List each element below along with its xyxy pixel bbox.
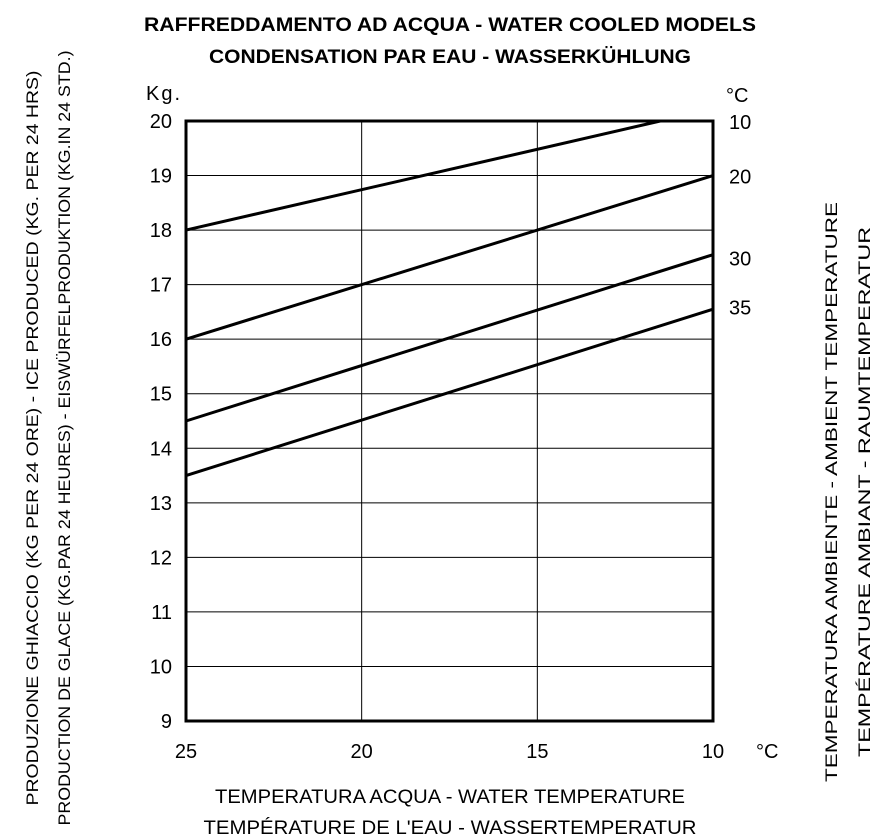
y-tick-label: 15 <box>150 384 172 406</box>
series-line-30 <box>185 253 714 423</box>
series-label-35: 35 <box>729 297 751 319</box>
x-axis-title-line-1: TEMPERATURA ACQUA - WATER TEMPERATURE <box>215 787 685 808</box>
y-tick-label: 19 <box>150 166 172 188</box>
ambient-axis-title-line-1: TEMPERATURA AMBIENTE - AMBIENT TEMPERATU… <box>822 202 841 782</box>
series-line-35 <box>185 307 714 477</box>
series-label-10: 10 <box>729 112 751 134</box>
x-axis-title-line-2: TEMPÉRATURE DE L'EAU - WASSERTEMPERATUR <box>204 818 697 839</box>
y-tick-label: 17 <box>150 275 172 297</box>
y-tick-label: 12 <box>150 547 172 569</box>
y-unit-label: Kg. <box>146 83 182 105</box>
x-tick-label: 15 <box>526 741 548 763</box>
y-axis-title-line-2: PRODUCTION DE GLACE (KG.PAR 24 HEURES) -… <box>55 51 74 826</box>
x-unit-label: °C <box>756 741 778 763</box>
ambient-axis-title-line-2: TEMPÉRATURE AMBIANT - RAUMTEMPERATUR <box>855 227 874 757</box>
series-label-30: 30 <box>729 248 751 270</box>
x-tick-label: 10 <box>702 741 724 763</box>
y-tick-label: 20 <box>150 111 172 133</box>
series-label-20: 20 <box>729 167 751 189</box>
y-tick-label: 10 <box>150 656 172 678</box>
y-tick-label: 18 <box>150 220 172 242</box>
chart-title-line-2: CONDENSATION PAR EAU - WASSERKÜHLUNG <box>209 47 691 68</box>
x-tick-label: 25 <box>175 741 197 763</box>
series-line-10 <box>185 119 661 232</box>
chart-title-line-1: RAFFREDDAMENTO AD ACQUA - WATER COOLED M… <box>144 15 756 36</box>
y-tick-label: 11 <box>151 602 172 624</box>
y-tick-label: 14 <box>150 438 172 460</box>
series-unit-label: °C <box>726 85 748 107</box>
x-tick-label: 20 <box>351 741 373 763</box>
y-axis-title-line-1: PRODUZIONE GHIACCIO (KG PER 24 ORE) - IC… <box>23 71 42 806</box>
y-tick-label: 16 <box>150 329 172 351</box>
y-tick-label: 13 <box>150 493 172 515</box>
y-tick-label: 9 <box>161 711 172 733</box>
series-line-20 <box>185 174 714 341</box>
